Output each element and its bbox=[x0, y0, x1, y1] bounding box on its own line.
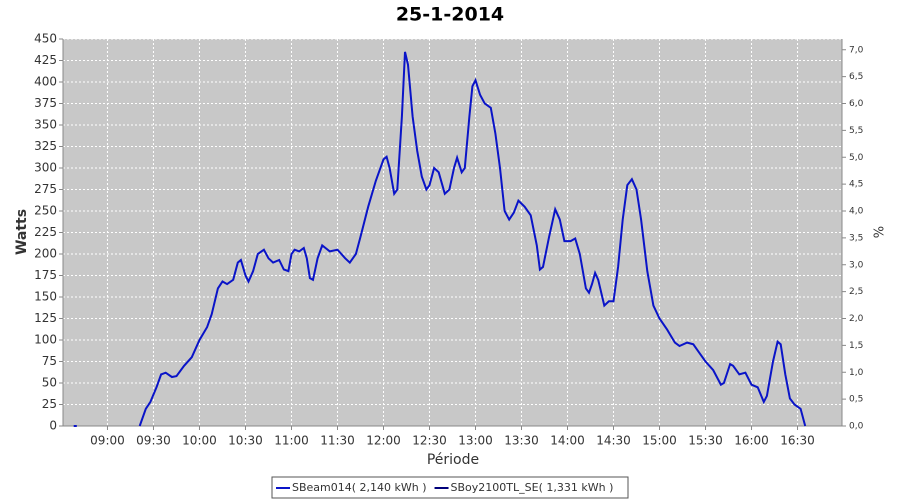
y2-tick-label: 2,5 bbox=[849, 287, 863, 297]
y2-tick-label: 1,5 bbox=[849, 341, 863, 351]
y-tick-label: 375 bbox=[34, 96, 57, 110]
x-tick-label: 14:00 bbox=[550, 434, 585, 448]
x-tick-label: 09:30 bbox=[136, 434, 171, 448]
x-tick-label: 10:00 bbox=[182, 434, 217, 448]
y2-tick-label: 1,0 bbox=[849, 368, 864, 378]
y2-tick-label: 5,0 bbox=[849, 153, 864, 163]
y-tick-label: 125 bbox=[34, 311, 57, 325]
y2-axis-label: % bbox=[873, 226, 888, 238]
x-tick-label: 12:00 bbox=[366, 434, 401, 448]
x-tick-label: 12:30 bbox=[412, 434, 447, 448]
x-tick-label: 09:00 bbox=[90, 434, 125, 448]
x-tick-label: 11:30 bbox=[320, 434, 355, 448]
y-tick-label: 175 bbox=[34, 268, 57, 282]
y-tick-label: 350 bbox=[34, 118, 57, 132]
y2-tick-label: 3,5 bbox=[849, 233, 863, 243]
y2-tick-label: 0,0 bbox=[849, 422, 864, 432]
legend-label: SBoy2100TL_SE( 1,331 kWh ) bbox=[451, 481, 614, 494]
y2-tick-label: 7,0 bbox=[849, 45, 864, 55]
y2-tick-label: 5,5 bbox=[849, 126, 863, 136]
y-tick-label: 425 bbox=[34, 53, 57, 67]
y-tick-label: 400 bbox=[34, 75, 57, 89]
x-tick-label: 10:30 bbox=[228, 434, 263, 448]
y-tick-label: 300 bbox=[34, 161, 57, 175]
y-tick-label: 100 bbox=[34, 333, 57, 347]
x-tick-label: 15:00 bbox=[642, 434, 677, 448]
y2-tick-label: 2,0 bbox=[849, 314, 864, 324]
y2-tick-label: 3,0 bbox=[849, 260, 864, 270]
x-tick-label: 14:30 bbox=[596, 434, 631, 448]
y-tick-label: 275 bbox=[34, 182, 57, 196]
y2-tick-label: 0,5 bbox=[849, 395, 863, 405]
x-tick-label: 15:30 bbox=[688, 434, 723, 448]
y-tick-label: 225 bbox=[34, 225, 57, 239]
x-tick-label: 16:30 bbox=[780, 434, 815, 448]
y-tick-label: 25 bbox=[42, 397, 57, 411]
y-axis-label: Watts bbox=[14, 209, 30, 255]
y2-tick-label: 6,5 bbox=[849, 72, 863, 82]
y-tick-label: 75 bbox=[42, 354, 57, 368]
x-tick-label: 13:30 bbox=[504, 434, 539, 448]
y-tick-label: 0 bbox=[49, 419, 57, 433]
x-tick-label: 11:00 bbox=[274, 434, 309, 448]
series-line bbox=[73, 51, 807, 427]
y-tick-label: 200 bbox=[34, 247, 57, 261]
x-axis-label: Période bbox=[427, 452, 479, 468]
chart-title: 25-1-2014 bbox=[396, 4, 504, 26]
y-tick-label: 250 bbox=[34, 204, 57, 218]
y-tick-label: 150 bbox=[34, 290, 57, 304]
y2-tick-label: 4,0 bbox=[849, 207, 864, 217]
y-tick-label: 325 bbox=[34, 139, 57, 153]
x-tick-label: 16:00 bbox=[734, 434, 769, 448]
legend-box bbox=[271, 476, 629, 499]
legend-label: SBeam014( 2,140 kWh ) bbox=[292, 481, 427, 494]
y2-tick-label: 6,0 bbox=[849, 99, 864, 109]
y-tick-label: 450 bbox=[34, 32, 57, 46]
x-tick-label: 13:00 bbox=[458, 434, 493, 448]
y-tick-label: 50 bbox=[42, 376, 57, 390]
y2-tick-label: 4,5 bbox=[849, 180, 863, 190]
